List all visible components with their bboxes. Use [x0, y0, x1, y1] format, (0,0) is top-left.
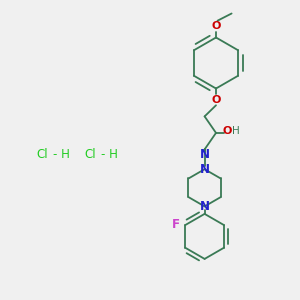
Text: O: O: [223, 126, 232, 136]
Text: N: N: [200, 163, 210, 176]
Text: F: F: [172, 218, 180, 231]
Text: H: H: [232, 126, 239, 136]
Text: - H: - H: [53, 148, 70, 161]
Text: N: N: [200, 200, 210, 213]
Text: N: N: [200, 148, 210, 161]
Text: - H: - H: [101, 148, 118, 161]
Text: Cl: Cl: [84, 148, 96, 161]
Text: O: O: [211, 95, 221, 105]
Text: Cl: Cl: [36, 148, 48, 161]
Text: O: O: [211, 21, 221, 31]
